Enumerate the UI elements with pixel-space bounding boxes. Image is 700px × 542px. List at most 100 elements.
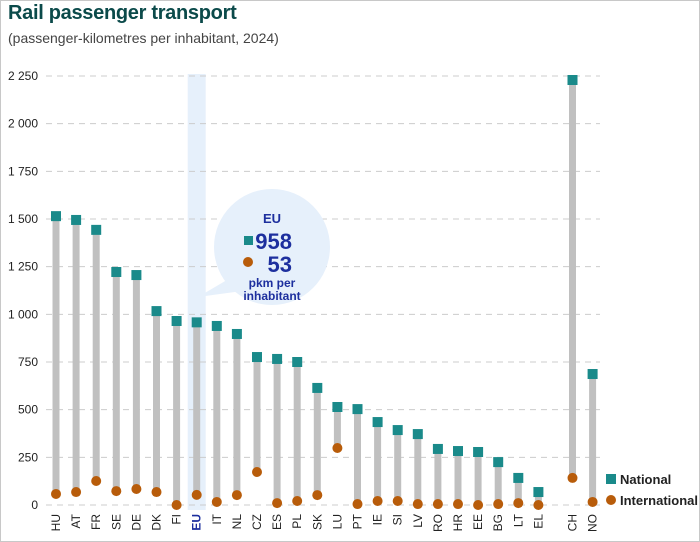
range-stem [514,477,522,504]
bubble-national-value: 958 [255,229,292,254]
y-tick-label: 1 000 [8,307,38,321]
range-stem [474,451,482,505]
range-stem [253,357,261,473]
range-stem [213,325,221,502]
x-category-label: SE [109,514,123,530]
international-marker [493,499,504,510]
x-category-label: RO [431,514,445,532]
range-stem [534,492,542,505]
national-marker [171,316,182,327]
international-marker [211,496,222,507]
international-marker [352,499,363,510]
x-category-label: SK [310,514,324,530]
x-category-label: ES [270,514,284,530]
range-stem [569,80,576,478]
national-marker [533,487,544,498]
national-marker [151,306,162,317]
national-marker [312,382,323,393]
x-category-label: LT [511,513,525,527]
national-marker [352,404,363,415]
x-category-label: PT [351,513,365,529]
range-stem [394,430,402,501]
range-stem [72,219,80,493]
y-tick-label: 500 [18,403,38,417]
x-category-label: CZ [250,514,264,530]
x-category-label: CH [566,514,580,531]
range-stem [173,321,181,505]
national-marker [191,317,202,328]
bubble-unit-line2: inhabitant [243,289,300,303]
national-marker [211,320,222,331]
y-tick-label: 750 [18,355,38,369]
national-marker [131,270,142,281]
y-tick-label: 0 [31,498,38,512]
bubble-label: EU [263,211,281,226]
x-category-label: HU [49,514,63,531]
national-marker [332,401,343,412]
international-marker [332,442,343,453]
x-category-label: EE [471,514,485,530]
chart-subtitle: (passenger-kilometres per inhabitant, 20… [8,30,279,46]
international-marker [432,499,443,510]
annotation-bubble [214,189,330,305]
international-marker [151,487,162,498]
x-category-label: IE [371,514,385,525]
range-stem [153,311,160,493]
range-stem [92,229,100,481]
international-marker [171,500,182,510]
x-category-label: DK [150,514,164,531]
range-stem [273,358,281,504]
national-marker [432,443,443,454]
bubble-national-icon [244,236,253,245]
international-marker [71,487,82,498]
national-marker [91,224,102,235]
national-marker [412,429,423,440]
range-stem [434,448,442,505]
international-marker [412,499,423,510]
y-tick-label: 2 250 [8,69,38,83]
range-stem [233,333,241,496]
international-marker [453,499,463,510]
x-category-label: PL [290,514,304,529]
range-stem [374,422,382,501]
national-marker [372,417,383,428]
national-marker [51,211,61,222]
national-marker [513,472,524,483]
international-marker [191,489,202,500]
x-category-label: BG [491,514,505,531]
legend-national-label: National [620,472,671,487]
national-marker [392,425,403,436]
international-marker [91,475,102,486]
national-marker [252,352,262,363]
international-marker [533,500,544,510]
x-category-label: AT [69,513,83,528]
international-marker [372,495,383,506]
x-category-label: EL [531,514,545,529]
range-stem [494,462,502,505]
x-category-label: SI [391,514,405,525]
international-marker [587,496,598,507]
bubble-unit-line1: pkm per [249,276,296,290]
national-marker [567,75,578,86]
y-tick-label: 1 750 [8,164,38,178]
national-marker [71,214,82,225]
bubble-international-icon [243,257,253,267]
international-marker [567,472,578,483]
international-marker [292,495,303,506]
national-marker [292,357,303,367]
x-category-label: IT [210,513,224,524]
national-marker [231,328,242,339]
range-stem [454,451,462,505]
national-marker [453,446,463,457]
international-marker [131,483,142,494]
range-stem [132,275,140,489]
legend-international-icon [606,495,616,505]
national-marker [587,369,598,380]
range-stem [589,374,597,502]
international-marker [312,490,323,501]
international-marker [392,495,403,506]
international-marker [111,486,122,497]
international-marker [272,498,283,509]
x-category-label: HR [451,514,465,532]
